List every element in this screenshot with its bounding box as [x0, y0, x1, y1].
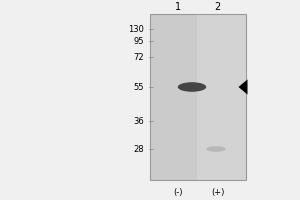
Text: 2: 2	[214, 2, 220, 12]
Text: 130: 130	[128, 24, 144, 33]
Text: 95: 95	[134, 36, 144, 46]
Text: 1: 1	[176, 2, 182, 12]
Text: (+): (+)	[211, 188, 224, 196]
Text: 36: 36	[133, 116, 144, 126]
Bar	[150, 14, 246, 180]
Bar	[196, 14, 246, 180]
Polygon shape	[238, 79, 247, 95]
Text: (-): (-)	[174, 188, 183, 196]
Text: 72: 72	[134, 52, 144, 62]
Text: 55: 55	[134, 83, 144, 92]
Ellipse shape	[206, 146, 226, 152]
Ellipse shape	[178, 82, 206, 92]
Bar	[150, 14, 196, 180]
Text: 28: 28	[134, 144, 144, 154]
